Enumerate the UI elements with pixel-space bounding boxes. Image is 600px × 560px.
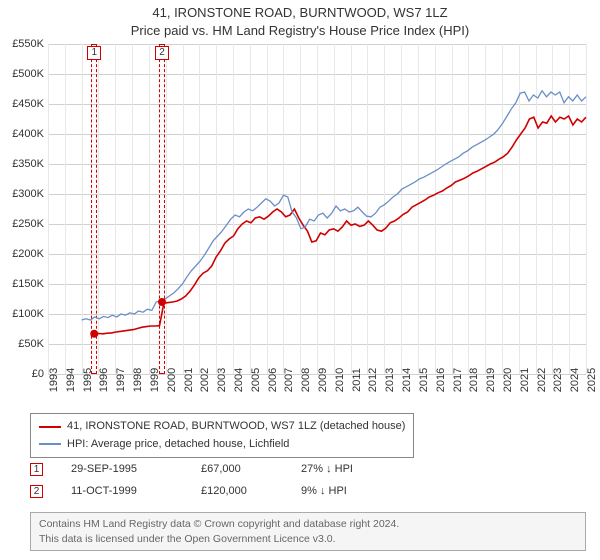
footer-line2: This data is licensed under the Open Gov… <box>39 532 577 547</box>
title-line2: Price paid vs. HM Land Registry's House … <box>0 22 600 40</box>
y-tick-label: £450K <box>0 98 44 110</box>
x-tick-label: 2008 <box>300 368 312 392</box>
footer-attribution: Contains HM Land Registry data © Crown c… <box>30 512 586 551</box>
x-tick-label: 2007 <box>283 368 295 392</box>
event-number-box: 2 <box>30 485 43 498</box>
x-tick-label: 2020 <box>502 368 514 392</box>
y-tick-label: £200K <box>0 248 44 260</box>
x-tick-label: 2016 <box>435 368 447 392</box>
footer-line1: Contains HM Land Registry data © Crown c… <box>39 517 577 532</box>
x-tick-label: 2005 <box>250 368 262 392</box>
event-point-marker <box>158 298 166 306</box>
title-line1: 41, IRONSTONE ROAD, BURNTWOOD, WS7 1LZ <box>0 4 600 22</box>
series-line <box>82 91 586 320</box>
plot-area: 12 <box>48 44 586 374</box>
x-tick-label: 1999 <box>149 368 161 392</box>
table-row: 1 29-SEP-1995 £67,000 27% ↓ HPI <box>30 458 421 480</box>
event-date: 29-SEP-1995 <box>71 463 201 475</box>
chart-container: 41, IRONSTONE ROAD, BURNTWOOD, WS7 1LZ P… <box>0 0 600 560</box>
legend-row: 41, IRONSTONE ROAD, BURNTWOOD, WS7 1LZ (… <box>39 418 405 436</box>
x-tick-label: 1993 <box>48 368 60 392</box>
table-row: 2 11-OCT-1999 £120,000 9% ↓ HPI <box>30 480 421 502</box>
legend: 41, IRONSTONE ROAD, BURNTWOOD, WS7 1LZ (… <box>30 413 414 458</box>
x-tick-label: 2011 <box>351 368 363 392</box>
line-series <box>48 44 586 374</box>
legend-swatch-2 <box>39 443 61 445</box>
x-tick-label: 2013 <box>384 368 396 392</box>
x-tick-label: 1997 <box>115 368 127 392</box>
x-tick-label: 2019 <box>485 368 497 392</box>
events-table: 1 29-SEP-1995 £67,000 27% ↓ HPI 2 11-OCT… <box>30 458 421 502</box>
event-diff: 27% ↓ HPI <box>301 463 421 475</box>
event-price: £67,000 <box>201 463 301 475</box>
x-tick-label: 2000 <box>166 368 178 392</box>
y-tick-label: £0 <box>0 368 44 380</box>
x-tick-label: 2004 <box>233 368 245 392</box>
event-date: 11-OCT-1999 <box>71 485 201 497</box>
legend-swatch-1 <box>39 426 61 428</box>
x-tick-label: 2001 <box>183 368 195 392</box>
legend-label-2: HPI: Average price, detached house, Lich… <box>67 436 289 454</box>
x-tick-label: 2012 <box>367 368 379 392</box>
y-tick-label: £400K <box>0 128 44 140</box>
x-tick-label: 1998 <box>132 368 144 392</box>
x-tick-label: 2006 <box>267 368 279 392</box>
x-tick-label: 2009 <box>317 368 329 392</box>
y-tick-label: £150K <box>0 278 44 290</box>
y-tick-label: £100K <box>0 308 44 320</box>
x-tick-label: 1994 <box>65 368 77 392</box>
y-tick-label: £300K <box>0 188 44 200</box>
event-price: £120,000 <box>201 485 301 497</box>
x-tick-label: 1996 <box>98 368 110 392</box>
x-tick-label: 1995 <box>82 368 94 392</box>
x-tick-label: 2002 <box>199 368 211 392</box>
x-tick-label: 2010 <box>334 368 346 392</box>
legend-label-1: 41, IRONSTONE ROAD, BURNTWOOD, WS7 1LZ (… <box>67 418 405 436</box>
x-tick-label: 2024 <box>569 368 581 392</box>
y-tick-label: £500K <box>0 68 44 80</box>
x-tick-label: 2021 <box>519 368 531 392</box>
x-tick-label: 2025 <box>586 368 598 392</box>
y-tick-label: £550K <box>0 38 44 50</box>
event-point-marker <box>90 330 98 338</box>
x-tick-label: 2015 <box>418 368 430 392</box>
x-tick-label: 2018 <box>468 368 480 392</box>
x-tick-label: 2023 <box>552 368 564 392</box>
event-diff: 9% ↓ HPI <box>301 485 421 497</box>
event-number-box: 1 <box>30 463 43 476</box>
y-tick-label: £250K <box>0 218 44 230</box>
x-tick-label: 2003 <box>216 368 228 392</box>
series-line <box>94 116 586 334</box>
chart-title: 41, IRONSTONE ROAD, BURNTWOOD, WS7 1LZ P… <box>0 0 600 40</box>
x-tick-label: 2017 <box>452 368 464 392</box>
x-tick-label: 2022 <box>536 368 548 392</box>
legend-row: HPI: Average price, detached house, Lich… <box>39 436 405 454</box>
y-tick-label: £350K <box>0 158 44 170</box>
y-tick-label: £50K <box>0 338 44 350</box>
x-tick-label: 2014 <box>401 368 413 392</box>
event-marker: 2 <box>155 46 169 60</box>
event-marker: 1 <box>87 46 101 60</box>
